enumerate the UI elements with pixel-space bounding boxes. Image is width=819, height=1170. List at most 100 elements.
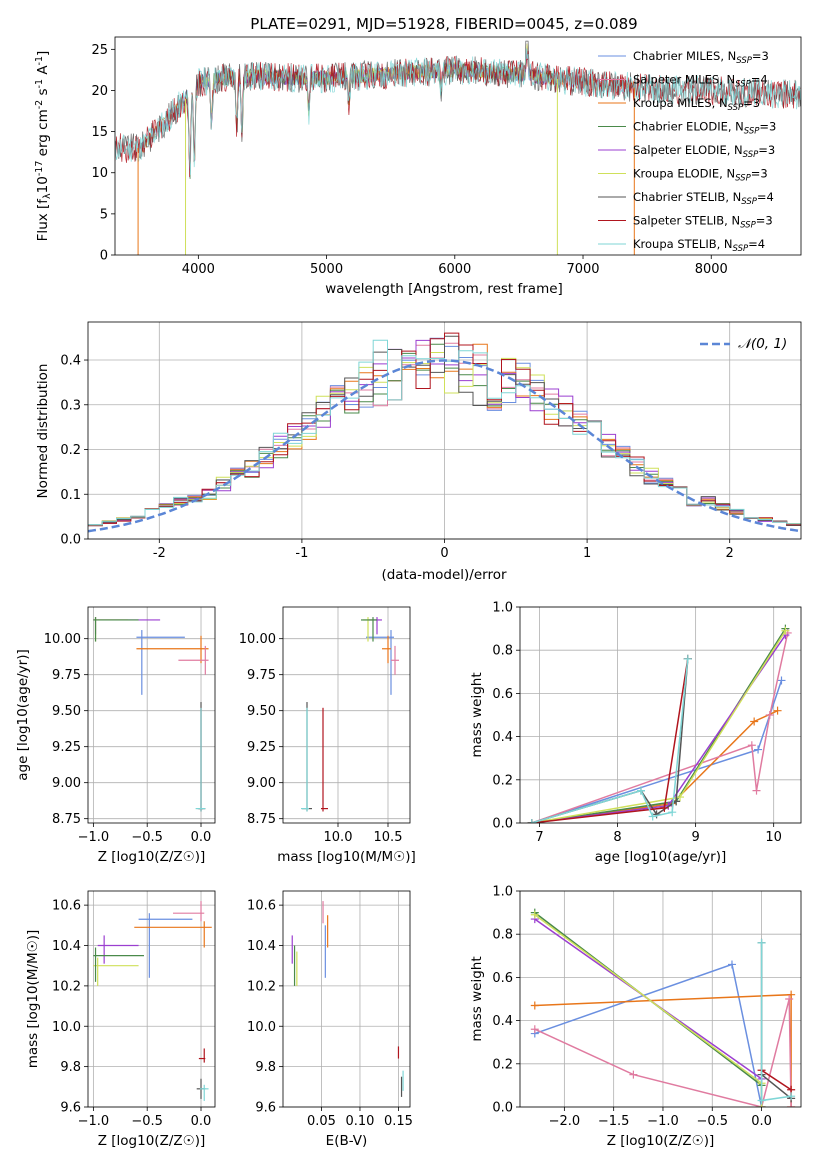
mass_vs_Z-xlabel: Z [log10(Z/Z☉)] bbox=[98, 1133, 206, 1149]
mass_weight_vs_age-marks bbox=[527, 624, 792, 823]
y-tick-label: 9.25 bbox=[52, 740, 81, 755]
y-tick-label: 9.50 bbox=[52, 704, 81, 719]
x-tick-label: −1.0 bbox=[78, 830, 110, 845]
normal-curve bbox=[88, 359, 799, 533]
errorbar-kroupa-stelib bbox=[301, 707, 309, 812]
x-tick-label: 10 bbox=[765, 830, 782, 845]
series-kroupa-stelib bbox=[757, 938, 796, 1105]
x-tick-label: 0.10 bbox=[345, 1114, 374, 1129]
x-tick-label: −0.5 bbox=[696, 1114, 728, 1129]
series-marker bbox=[754, 745, 763, 754]
mass_weight_vs_Z-ylabel: mass weight bbox=[469, 956, 485, 1041]
x-tick-label: 0.05 bbox=[307, 1114, 336, 1129]
y-tick-label: 0.4 bbox=[492, 730, 513, 745]
mass_vs_ebv-xlabel: E(B-V) bbox=[326, 1133, 368, 1149]
mass_vs_Z-axes: −1.0 −0.5 0.0 9.6 9.8 10.0 10.2 10.4 10.6 bbox=[52, 890, 216, 1129]
y-tick-label: 0.1 bbox=[60, 488, 81, 503]
series-marker bbox=[676, 793, 685, 802]
mass_weight_vs_age-axes: 7 8 9 10 0.0 0.2 0.4 0.6 0.8 1.0 bbox=[492, 601, 802, 845]
x-tick-label: 4000 bbox=[182, 262, 215, 277]
legend-label-salpeter-stelib: Salpeter STELIB, NSSP=3 bbox=[633, 214, 773, 231]
x-tick-label: −0.5 bbox=[131, 1114, 163, 1129]
y-tick-label: 10.2 bbox=[52, 979, 81, 994]
mass_vs_ebv-grid bbox=[283, 891, 410, 1108]
mass_weight_vs_Z-marks bbox=[530, 908, 796, 1107]
errorbar-salpeter-stelib bbox=[198, 1048, 206, 1063]
y-tick-label: 9.8 bbox=[255, 1060, 276, 1075]
legend-label-chabrier-miles: Chabrier MILES, NSSP=3 bbox=[633, 49, 769, 66]
errorbar-kroupa-stelib bbox=[199, 1084, 209, 1101]
y-tick-label: 9.6 bbox=[255, 1101, 276, 1116]
series-marker bbox=[781, 626, 790, 635]
age_vs_Z-xlabel: Z [log10(Z/Z☉)] bbox=[98, 849, 206, 865]
x-tick-label: 1 bbox=[583, 546, 591, 561]
legend-label-salpeter-elodie: Salpeter ELODIE, NSSP=3 bbox=[633, 143, 775, 160]
series-marker bbox=[530, 910, 539, 919]
y-tick-label: 0.2 bbox=[492, 1057, 513, 1072]
x-tick-label: −1.0 bbox=[647, 1114, 679, 1129]
residuals-panel: -2 -1 0 1 2 0.0 0.1 0.2 0.3 0.4 𝒩(0, 1) (data-mod… bbox=[35, 321, 802, 583]
spectrum-ylabel: Flux [fλ10-17 erg cm-2 s-1 A-1] bbox=[34, 51, 53, 242]
errorbar-salpeter-miles bbox=[173, 901, 205, 922]
y-tick-label: 10.00 bbox=[239, 632, 276, 647]
residuals-legend: 𝒩(0, 1) bbox=[700, 336, 787, 352]
y-tick-label: 0.0 bbox=[492, 817, 513, 832]
errorbar-salpeter-miles bbox=[391, 645, 399, 675]
y-tick-label: 8.75 bbox=[52, 812, 81, 827]
spectrum-legend: Chabrier MILES, NSSP=3 Salpeter MILES, NS… bbox=[598, 49, 776, 254]
mass-weight-vs-metallicity-panel: −2.0 −1.5 −1.0 −0.5 0.0 0.0 0.2 0.4 0.6 0.8 1.0 Z [… bbox=[469, 885, 802, 1149]
series-marker bbox=[750, 717, 759, 726]
y-tick-label: 0.6 bbox=[492, 687, 513, 702]
mass_vs_Z-ylabel: mass [log10(M/M☉)] bbox=[25, 930, 41, 1069]
y-tick-label: 1.0 bbox=[492, 601, 513, 616]
mass_vs_Z-frame bbox=[87, 890, 216, 1108]
x-tick-label: −2.0 bbox=[549, 1114, 581, 1129]
age_vs_mass-marks bbox=[301, 617, 399, 812]
y-tick-label: 15 bbox=[91, 125, 108, 140]
series-marker bbox=[785, 995, 794, 1003]
y-tick-label: 10 bbox=[91, 166, 108, 181]
y-tick-label: 9.8 bbox=[60, 1060, 81, 1075]
spectrum-xlabel: wavelength [Angstrom, rest frame] bbox=[325, 281, 563, 297]
spectrum-line-kroupa-stelib bbox=[115, 48, 801, 175]
errorbar-kroupa-miles bbox=[136, 635, 209, 664]
x-tick-label: −1.0 bbox=[78, 1114, 110, 1129]
mass_vs_Z-marks bbox=[93, 901, 212, 1101]
spectrum-frame bbox=[114, 36, 802, 256]
x-tick-label: −1.5 bbox=[598, 1114, 630, 1129]
series-marker bbox=[773, 706, 782, 715]
x-tick-label: 0.0 bbox=[191, 1114, 212, 1129]
y-tick-label: 0.0 bbox=[60, 533, 81, 548]
legend-label-chabrier-stelib: Chabrier STELIB, NSSP=4 bbox=[633, 190, 774, 207]
y-tick-label: 10.4 bbox=[247, 939, 276, 954]
errorbar-kroupa-miles bbox=[134, 921, 212, 948]
y-tick-label: 0.2 bbox=[492, 773, 513, 788]
y-tick-label: 9.75 bbox=[247, 668, 276, 683]
y-tick-label: 9.6 bbox=[60, 1101, 81, 1116]
x-tick-label: 0.0 bbox=[191, 830, 212, 845]
errorbar-chabrier-elodie bbox=[361, 617, 377, 642]
x-tick-label: 0 bbox=[440, 546, 448, 561]
x-tick-label: 5000 bbox=[310, 262, 343, 277]
spectrum-marks bbox=[115, 40, 801, 255]
errorbar-chabrier-elodie bbox=[93, 947, 144, 982]
age_vs_Z-ylabel: age [log10(age/yr)] bbox=[15, 649, 31, 781]
series-marker bbox=[747, 741, 756, 750]
legend-label-salpeter-miles: Salpeter MILES, NSSP=4 bbox=[633, 73, 768, 90]
residuals-ylabel: Normed distribution bbox=[35, 364, 51, 499]
y-tick-label: 10.0 bbox=[52, 1020, 81, 1035]
spectrum-panel: PLATE=0291, MJD=51928, FIBERID=0045, z=0… bbox=[34, 15, 802, 297]
series-marker bbox=[648, 812, 657, 821]
x-tick-label: 9 bbox=[691, 830, 699, 845]
x-tick-label: 10.0 bbox=[324, 830, 353, 845]
residuals-xlabel: (data-model)/error bbox=[381, 567, 507, 583]
mass_weight_vs_age-xlabel: age [log10(age/yr)] bbox=[595, 849, 727, 865]
legend-label-kroupa-stelib: Kroupa STELIB, NSSP=4 bbox=[633, 237, 765, 254]
normal-legend-label: 𝒩(0, 1) bbox=[738, 336, 787, 352]
series-marker bbox=[636, 786, 645, 795]
errorbar-salpeter-miles bbox=[178, 645, 209, 675]
x-tick-label: 7000 bbox=[566, 262, 599, 277]
errorbar-salpeter-elodie bbox=[97, 935, 139, 964]
series-marker bbox=[787, 1092, 796, 1101]
mass-vs-ebv-panel: 0.05 0.10 0.15 9.6 9.8 10.0 10.2 10.4 10.6 E(B-V) bbox=[247, 890, 413, 1149]
